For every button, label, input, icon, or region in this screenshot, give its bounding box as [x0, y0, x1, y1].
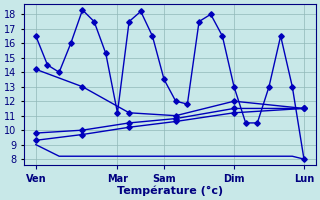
X-axis label: Température (°c): Température (°c) — [117, 185, 223, 196]
